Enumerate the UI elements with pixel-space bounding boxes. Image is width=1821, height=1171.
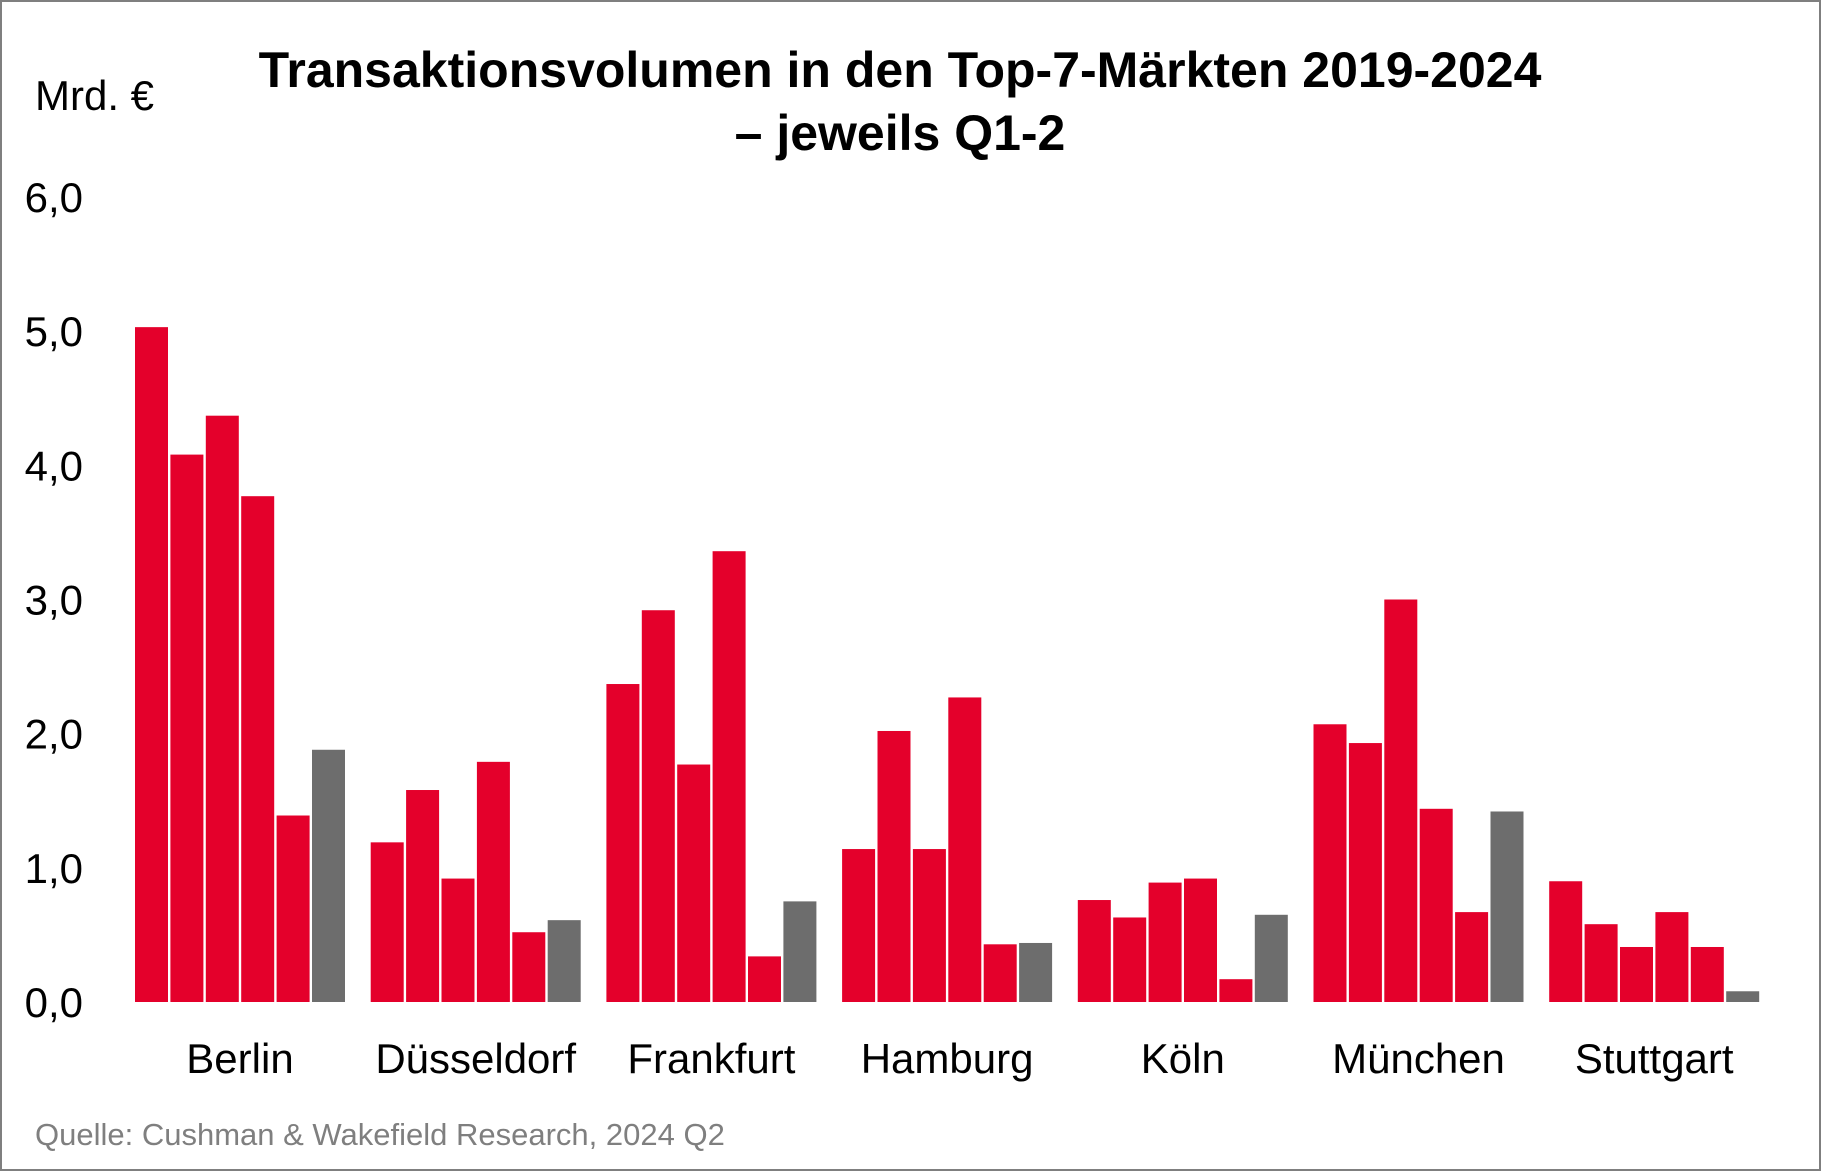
y-tick-label: 1,0 <box>25 845 83 892</box>
bar-stuttgart-2024 <box>1726 991 1760 1002</box>
bar-düsseldorf-2023 <box>512 932 546 1002</box>
bar-köln-2024 <box>1254 914 1288 1002</box>
bar-düsseldorf-2024 <box>547 920 581 1002</box>
y-tick-label: 0,0 <box>25 979 83 1026</box>
bar-düsseldorf-2020 <box>406 790 440 1002</box>
bar-münchen-2023 <box>1455 912 1489 1002</box>
chart-subtitle: – jeweils Q1-2 <box>734 105 1066 161</box>
bar-köln-2020 <box>1113 917 1147 1002</box>
bar-berlin-2021 <box>205 415 239 1003</box>
bar-stuttgart-2023 <box>1690 946 1724 1002</box>
bar-berlin-2019 <box>135 327 168 1002</box>
y-tick-label: 3,0 <box>25 577 83 624</box>
x-category-label: Köln <box>1141 1035 1225 1082</box>
bar-hamburg-2024 <box>1019 942 1053 1002</box>
x-category-label: Hamburg <box>861 1035 1034 1082</box>
x-category-label: Berlin <box>186 1035 293 1082</box>
bar-hamburg-2023 <box>983 944 1017 1002</box>
bar-stuttgart-2019 <box>1549 881 1583 1002</box>
bar-frankfurt-2021 <box>677 764 711 1002</box>
chart-title: Transaktionsvolumen in den Top-7-Märkten… <box>258 42 1542 98</box>
bar-köln-2023 <box>1219 979 1253 1002</box>
y-tick-label: 4,0 <box>25 442 83 489</box>
bar-frankfurt-2022 <box>712 551 746 1002</box>
bar-berlin-2022 <box>241 496 275 1002</box>
source-note: Quelle: Cushman & Wakefield Research, 20… <box>35 1117 725 1152</box>
bar-stuttgart-2022 <box>1655 912 1689 1002</box>
bar-düsseldorf-2021 <box>441 878 475 1002</box>
bar-stuttgart-2021 <box>1620 946 1653 1002</box>
bar-berlin-2023 <box>276 815 310 1002</box>
bar-köln-2022 <box>1184 878 1217 1002</box>
bar-hamburg-2019 <box>842 849 876 1002</box>
bar-hamburg-2020 <box>877 730 911 1002</box>
bar-münchen-2022 <box>1419 808 1453 1002</box>
bar-frankfurt-2023 <box>748 956 781 1002</box>
bar-hamburg-2021 <box>912 849 946 1002</box>
bar-köln-2021 <box>1148 882 1182 1002</box>
x-category-label: Stuttgart <box>1575 1035 1734 1082</box>
bar-berlin-2020 <box>170 454 204 1003</box>
x-category-label: München <box>1332 1035 1505 1082</box>
bar-düsseldorf-2022 <box>476 761 510 1002</box>
bar-köln-2019 <box>1077 900 1111 1002</box>
bar-frankfurt-2019 <box>606 684 640 1002</box>
y-tick-label: 5,0 <box>25 308 83 355</box>
y-tick-label: 6,0 <box>25 174 83 221</box>
y-axis-unit-label: Mrd. € <box>35 72 155 119</box>
bar-münchen-2020 <box>1348 743 1382 1002</box>
x-category-label: Frankfurt <box>627 1035 795 1082</box>
bar-berlin-2024 <box>312 749 345 1002</box>
bar-düsseldorf-2019 <box>370 842 404 1002</box>
bar-stuttgart-2020 <box>1584 924 1618 1002</box>
bar-hamburg-2022 <box>948 697 982 1002</box>
bar-münchen-2024 <box>1490 811 1524 1002</box>
bar-frankfurt-2024 <box>783 901 817 1002</box>
x-category-label: Düsseldorf <box>375 1035 576 1082</box>
bar-münchen-2019 <box>1313 724 1347 1002</box>
y-tick-label: 2,0 <box>25 711 83 758</box>
bar-frankfurt-2020 <box>641 610 675 1002</box>
bar-münchen-2021 <box>1384 599 1418 1002</box>
